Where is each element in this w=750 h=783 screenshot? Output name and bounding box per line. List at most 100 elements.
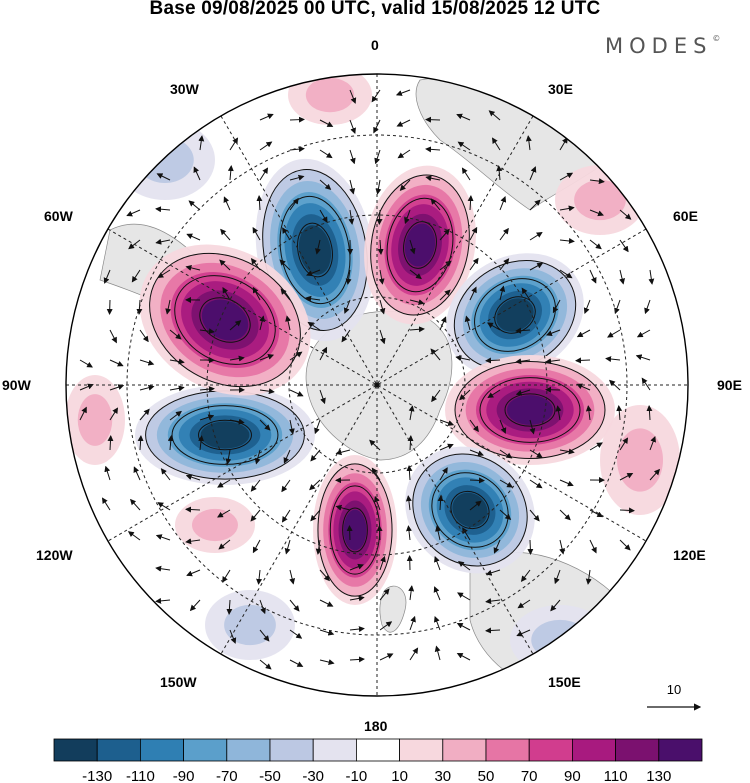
wind-vector [167, 435, 174, 451]
anomaly-contour [531, 619, 589, 661]
anomaly-contour [496, 298, 534, 332]
reference-vector-label: 10 [667, 682, 681, 697]
wind-vector [469, 286, 477, 301]
wind-vector [469, 257, 479, 271]
wind-vector [439, 419, 455, 426]
wind-vector [109, 384, 125, 391]
wind-vector [227, 165, 234, 181]
wind-vector [406, 525, 412, 541]
streamline [494, 296, 536, 334]
wind-vector [259, 315, 266, 331]
wind-vector [185, 264, 201, 271]
wind-vector [193, 166, 201, 181]
streamline [504, 393, 556, 427]
anomaly-contour [224, 604, 276, 646]
wind-vector [107, 435, 114, 451]
wind-vectors [79, 89, 661, 670]
wind-vector [517, 599, 531, 609]
wind-vector [283, 449, 291, 464]
wind-vector [469, 449, 484, 457]
wind-vector [397, 149, 411, 159]
wind-vector [310, 449, 321, 462]
wind-vector [559, 448, 575, 455]
streamline [297, 222, 333, 278]
wind-vector [155, 206, 171, 213]
wind-vector [379, 588, 390, 601]
wind-vector [589, 178, 605, 185]
wind-vector [319, 209, 328, 223]
wind-vector [529, 449, 543, 458]
streamline [454, 360, 606, 460]
wind-vector [169, 410, 182, 421]
wind-vector [616, 405, 623, 421]
wind-vector [349, 89, 357, 104]
wind-vector [649, 435, 656, 451]
wind-vector [185, 474, 201, 481]
streamline [199, 297, 251, 343]
wind-vector [433, 615, 441, 631]
streamline [431, 472, 509, 548]
wind-vector [469, 226, 478, 241]
wind-vector [467, 195, 474, 211]
wind-vector [619, 539, 631, 551]
wind-vector [284, 539, 291, 555]
wind-vector [377, 239, 384, 255]
wind-vector [109, 359, 124, 367]
wind-vector [485, 569, 501, 576]
wind-vector [127, 531, 141, 541]
wind-vector [559, 269, 573, 279]
wind-vector [218, 539, 231, 550]
wind-vector [648, 269, 655, 285]
wind-vector [346, 525, 353, 541]
anomaly-contour [404, 223, 436, 267]
wind-vector [217, 479, 231, 488]
wind-vector [425, 175, 441, 182]
wind-vector [499, 449, 513, 459]
wind-vector [155, 565, 171, 572]
colorbar-swatch [269, 738, 314, 762]
wind-vector [575, 357, 591, 364]
wind-vector [319, 389, 326, 405]
wind-vector [319, 119, 334, 127]
wind-vector [289, 629, 303, 639]
wind-vector [485, 357, 501, 364]
wind-vector [133, 466, 141, 481]
wind-vector [349, 595, 365, 602]
wind-vector [319, 569, 330, 582]
wind-vector [374, 149, 381, 165]
wind-vector [279, 259, 291, 271]
wind-vector [259, 599, 266, 615]
wind-vector [499, 419, 507, 434]
wind-vector [462, 527, 471, 541]
wind-vector [256, 195, 263, 211]
colorbar-swatch [183, 738, 228, 762]
wind-vector [434, 555, 441, 571]
wind-vector [139, 359, 155, 366]
wind-vector [250, 258, 261, 271]
anomaly-contour [305, 77, 355, 113]
map-field [66, 74, 688, 696]
colorbar-swatch [312, 738, 357, 762]
wind-vector [583, 299, 591, 314]
wind-vector [589, 269, 597, 284]
wind-vector [605, 356, 621, 363]
colorbar-swatch [442, 738, 487, 762]
wind-vector [199, 414, 215, 421]
wind-vector [379, 299, 386, 315]
wind-vector [252, 226, 261, 241]
wind-vector [222, 287, 231, 301]
wind-vector [229, 137, 239, 151]
streamline [370, 174, 470, 316]
colorbar-swatch [615, 738, 660, 762]
anomaly-contour [510, 605, 610, 675]
wind-vector [222, 569, 231, 583]
wind-vector [439, 289, 451, 301]
map-title: Base 09/08/2025 00 UTC, valid 15/08/2025… [149, 0, 601, 19]
wind-vector [315, 539, 322, 555]
wind-vector [529, 509, 540, 522]
wind-vector [376, 209, 383, 225]
wind-vector [109, 407, 119, 421]
wind-vector [435, 525, 441, 541]
wind-vector [529, 232, 543, 241]
anomaly-contour [574, 179, 626, 221]
